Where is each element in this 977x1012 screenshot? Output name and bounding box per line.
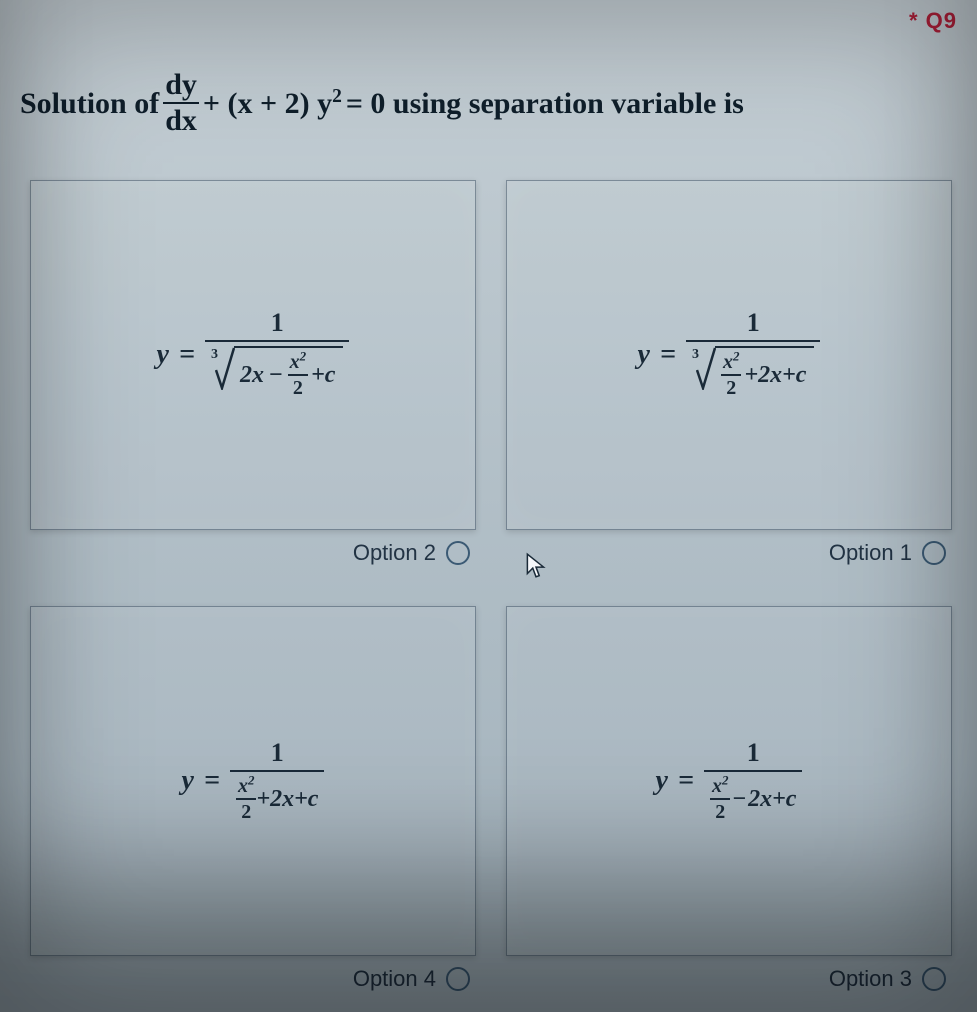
- lhs-y: y: [638, 339, 650, 371]
- radicand: 2x − x2 2 +c: [234, 346, 344, 400]
- minus: −: [267, 363, 285, 387]
- option-4-radio[interactable]: [446, 967, 470, 991]
- option-3-wrap[interactable]: y = 1 x2 2 − 2x+c: [506, 606, 952, 992]
- option-3-equation: y = 1 x2 2 − 2x+c: [656, 740, 803, 822]
- option-1-card: y = 1 3 x2 2: [506, 180, 952, 530]
- numerator-1: 1: [739, 740, 768, 770]
- plus-2x-c: +2x+c: [744, 363, 806, 387]
- question-text: Solution of dy dx + (x + 2) y2 = 0 using…: [20, 70, 957, 136]
- rad-2x: 2x: [240, 363, 264, 387]
- radicand: x2 2 +2x+c: [715, 346, 815, 400]
- rhs-fraction: 1 x2 2 − 2x+c: [704, 740, 803, 822]
- option-2-equation: y = 1 3 2x − x2: [157, 310, 350, 400]
- dx: dx: [163, 106, 199, 136]
- cube-root: 3 2x − x2 2 +c: [211, 346, 344, 400]
- option-1-equation: y = 1 3 x2 2: [638, 310, 821, 400]
- option-1-row[interactable]: Option 1: [506, 530, 952, 566]
- option-3-card: y = 1 x2 2 − 2x+c: [506, 606, 952, 956]
- numerator-1: 1: [739, 310, 768, 340]
- derivative-fraction: dy dx: [163, 70, 199, 136]
- question-prefix: Solution of: [20, 84, 159, 123]
- option-1-wrap[interactable]: y = 1 3 x2 2: [506, 180, 952, 566]
- root-index: 3: [692, 348, 699, 362]
- option-2-label: Option 2: [353, 540, 436, 566]
- options-grid: y = 1 3 2x − x2: [30, 180, 952, 992]
- x2-over-2: x2 2: [721, 352, 742, 398]
- option-2-wrap[interactable]: y = 1 3 2x − x2: [30, 180, 476, 566]
- rhs-fraction: 1 3 2x − x2 2: [205, 310, 350, 400]
- equals: =: [678, 765, 694, 797]
- option-1-radio[interactable]: [922, 541, 946, 565]
- question-tag: * Q9: [909, 8, 957, 34]
- equals: =: [179, 339, 195, 371]
- question-suffix: = 0 using separation variable is: [346, 84, 744, 123]
- equals: =: [204, 765, 220, 797]
- numerator-1: 1: [263, 310, 292, 340]
- x2-over-2: x2 2: [236, 776, 257, 822]
- option-3-label: Option 3: [829, 966, 912, 992]
- lhs-y: y: [182, 765, 194, 797]
- option-1-label: Option 1: [829, 540, 912, 566]
- option-4-card: y = 1 x2 2 +2x+c: [30, 606, 476, 956]
- denominator: x2 2 − 2x+c: [704, 772, 803, 822]
- option-4-wrap[interactable]: y = 1 x2 2 +2x+c Option 4: [30, 606, 476, 992]
- option-2-radio[interactable]: [446, 541, 470, 565]
- option-2-row[interactable]: Option 2: [30, 530, 476, 566]
- option-3-row[interactable]: Option 3: [506, 956, 952, 992]
- root-index: 3: [211, 348, 218, 362]
- dy: dy: [163, 70, 199, 100]
- lhs-y: y: [656, 765, 668, 797]
- option-2-card: y = 1 3 2x − x2: [30, 180, 476, 530]
- question-middle: + (x + 2) y2: [203, 84, 342, 123]
- rhs-fraction: 1 x2 2 +2x+c: [230, 740, 325, 822]
- rhs-fraction: 1 3 x2 2 +2x+c: [686, 310, 821, 400]
- option-4-equation: y = 1 x2 2 +2x+c: [182, 740, 325, 822]
- equals: =: [660, 339, 676, 371]
- denominator: x2 2 +2x+c: [230, 772, 325, 822]
- option-4-label: Option 4: [353, 966, 436, 992]
- numerator-1: 1: [263, 740, 292, 770]
- lhs-y: y: [157, 339, 169, 371]
- minus: −: [730, 787, 748, 811]
- option-3-radio[interactable]: [922, 967, 946, 991]
- plus-c: +c: [311, 363, 335, 387]
- cube-root: 3 x2 2 +2x+c: [692, 346, 815, 400]
- option-4-row[interactable]: Option 4: [30, 956, 476, 992]
- tail-2x-c: 2x+c: [748, 787, 796, 811]
- x2-over-2: x2 2: [288, 352, 309, 398]
- plus-2x-c: +2x+c: [256, 787, 318, 811]
- x2-over-2: x2 2: [710, 776, 731, 822]
